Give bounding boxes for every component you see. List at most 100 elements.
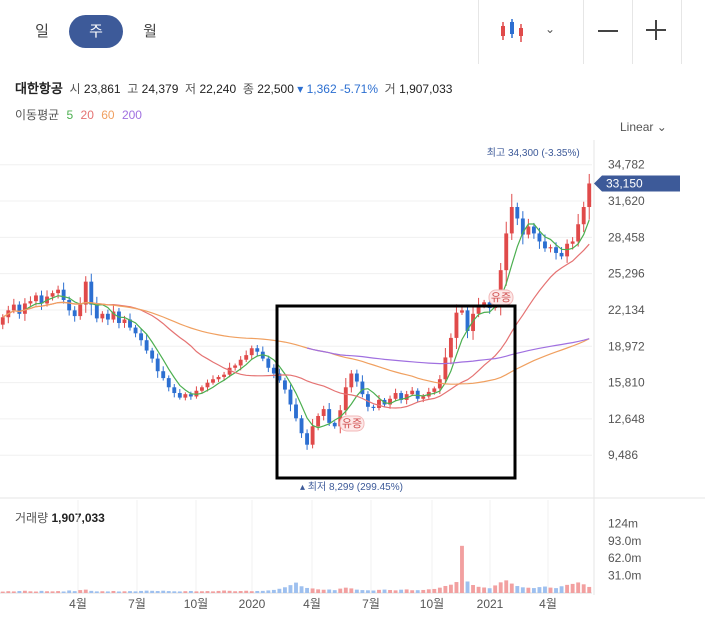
candle-body	[28, 301, 33, 304]
top-toolbar: 일 주 월 ⌄	[0, 0, 705, 64]
volume-bar	[100, 591, 105, 593]
x-tick-label: 7월	[128, 597, 146, 611]
volume-bar	[211, 591, 215, 593]
volume-bar	[28, 591, 33, 593]
volume-tick-label: 93.0m	[608, 534, 641, 548]
volume-bar	[238, 591, 243, 593]
volume-bar	[277, 588, 282, 593]
volume-bar	[338, 588, 343, 593]
volume-bar	[537, 587, 542, 593]
candle-body	[421, 396, 426, 399]
volume-value: 1,907,033	[399, 82, 453, 96]
candle-body	[266, 358, 271, 368]
y-tick-label: 9,486	[608, 448, 638, 462]
volume-bar	[34, 591, 38, 593]
volume-bar	[17, 591, 22, 593]
candle-body	[222, 374, 227, 377]
candle-body	[200, 387, 204, 391]
candle-body	[277, 373, 282, 381]
volume-bar	[321, 589, 326, 593]
candlestick-chart-icon[interactable]	[498, 18, 526, 44]
chevron-down-icon[interactable]: ⌄	[545, 22, 556, 36]
candle-body	[476, 304, 481, 314]
candle-body	[554, 247, 558, 253]
zoom-in-icon[interactable]	[646, 20, 666, 40]
candle-body	[34, 295, 38, 302]
volume-bar	[166, 591, 171, 593]
zoom-out-icon[interactable]	[598, 30, 618, 32]
candle-body	[543, 241, 547, 249]
volume-bar	[576, 582, 581, 593]
toolbar-divider	[681, 0, 682, 64]
ma-5[interactable]: 5	[66, 108, 74, 122]
volume-bar	[194, 591, 199, 593]
volume-bar	[56, 591, 61, 593]
volume-bar	[476, 586, 481, 593]
volume-bar	[255, 590, 260, 593]
candle-body	[128, 319, 132, 328]
volume-bar	[349, 588, 354, 593]
tab-day[interactable]: 일	[35, 23, 49, 40]
ma-20[interactable]: 20	[80, 108, 94, 122]
candle-body	[17, 304, 22, 314]
candle-body	[388, 398, 392, 405]
candle-body	[122, 319, 127, 323]
volume-bar	[11, 591, 16, 593]
tab-month[interactable]: 월	[143, 23, 157, 40]
candle-body	[288, 389, 293, 405]
volume-bar	[487, 588, 492, 593]
low-label: 저	[185, 82, 197, 96]
current-price-label: 33,150	[606, 176, 643, 190]
x-tick-label: 10월	[420, 597, 444, 611]
candle-body	[305, 433, 310, 445]
volume-bar	[133, 591, 138, 593]
candle-body	[587, 183, 592, 208]
volume-bar	[200, 591, 204, 593]
y-tick-label: 25,296	[608, 267, 645, 281]
ma-label: 이동평균	[15, 108, 60, 122]
candle-body	[460, 310, 464, 313]
volume-bar	[570, 583, 575, 593]
candle-body	[377, 399, 381, 408]
volume-bar	[421, 589, 426, 593]
y-tick-label: 28,458	[608, 230, 645, 244]
candle-body	[570, 241, 575, 244]
volume-bar	[509, 583, 514, 593]
volume-bar	[437, 587, 442, 593]
volume-bar	[227, 590, 232, 593]
volume-bar	[94, 591, 99, 593]
candle-body	[0, 317, 5, 325]
moving-average-legend: 이동평균 5 20 60 200	[15, 106, 142, 123]
toolbar-divider	[632, 0, 633, 64]
ma-60[interactable]: 60	[101, 108, 115, 122]
volume-bar	[177, 591, 182, 593]
ma-200[interactable]: 200	[121, 108, 142, 122]
volume-bar	[150, 590, 155, 593]
candle-body	[321, 409, 326, 416]
candle-body	[371, 406, 376, 408]
volume-legend-label: 거래량	[15, 511, 49, 525]
volume-bar	[139, 590, 144, 593]
volume-bar	[205, 591, 210, 593]
volume-bar	[360, 590, 365, 593]
event-label: 유증	[491, 291, 511, 304]
volume-bar	[482, 587, 487, 593]
x-tick-label: 4월	[303, 597, 321, 611]
candle-body	[233, 365, 238, 368]
ma60-line	[2, 301, 590, 385]
tab-week[interactable]: 주	[69, 15, 123, 48]
volume-bar	[399, 589, 404, 593]
current-price-tag	[594, 175, 680, 192]
candle-body	[294, 404, 298, 419]
candle-body	[83, 281, 88, 305]
candle-body	[410, 390, 415, 395]
close-value: 22,500	[257, 82, 294, 96]
candle-body	[327, 409, 332, 423]
volume-bar	[72, 591, 77, 593]
volume-bar	[587, 586, 592, 593]
open-label: 시	[69, 82, 81, 96]
scale-selector[interactable]: Linear ⌄	[620, 120, 667, 134]
stock-name: 대한항공	[15, 81, 63, 96]
event-label: 유증	[342, 417, 362, 430]
